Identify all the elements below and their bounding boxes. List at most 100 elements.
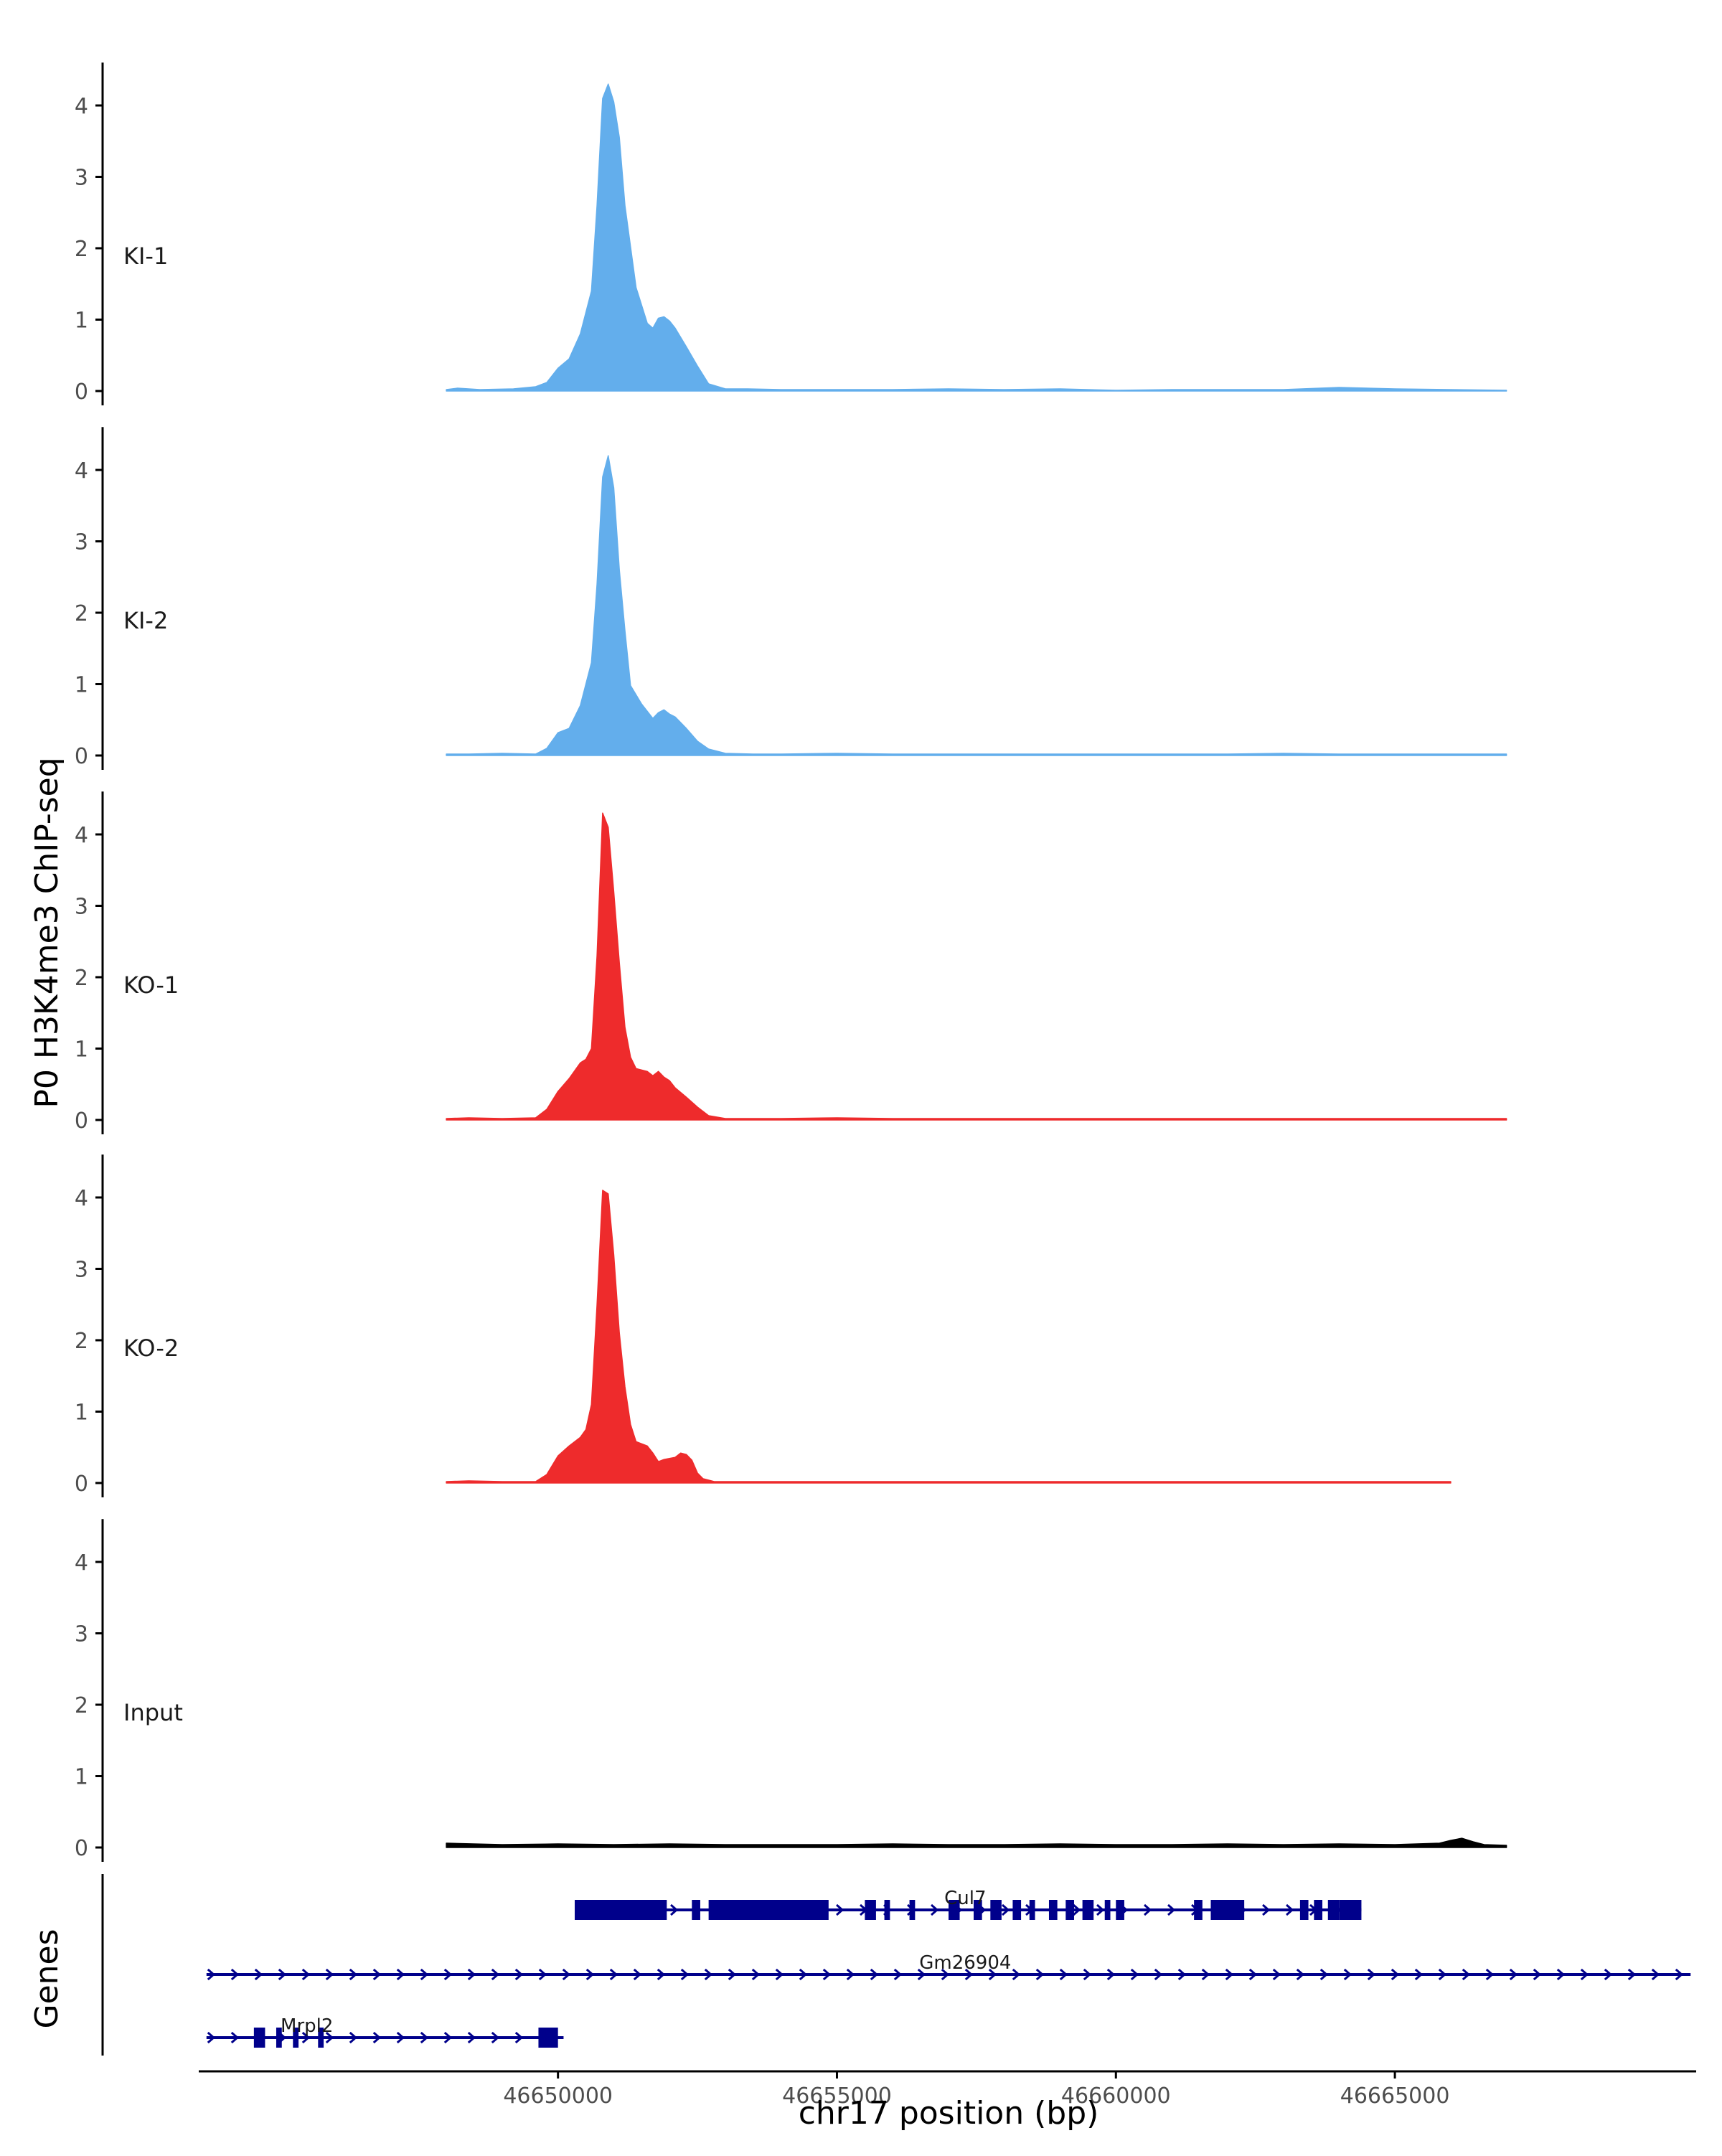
strand-chevron (467, 1968, 476, 1981)
exon (1048, 1900, 1058, 1920)
strand-chevron (931, 1903, 939, 1916)
strand-chevron (585, 1968, 595, 1981)
strand-chevron (1485, 1968, 1495, 1981)
strand-chevron (1201, 1968, 1210, 1981)
strand-chevron (1651, 1968, 1660, 1981)
strand-chevron (491, 1968, 500, 1981)
strand-chevron (1319, 1968, 1329, 1981)
exon (1314, 1900, 1322, 1920)
y-tick-label: 3 (75, 895, 88, 920)
exon (538, 2028, 558, 2048)
strand-chevron (1509, 1968, 1518, 1981)
strand-chevron (396, 1968, 405, 1981)
strand-chevron (420, 1968, 429, 1981)
strand-chevron (1248, 1968, 1258, 1981)
exon (990, 1900, 1002, 1920)
track-label: KO-1 (123, 971, 179, 999)
strand-chevron (1556, 1968, 1566, 1981)
y-tick-label: 0 (75, 1836, 88, 1861)
strand-chevron (799, 1968, 808, 1981)
exon (1194, 1900, 1203, 1920)
strand-chevron (1627, 1968, 1637, 1981)
track-ko-2: 0 1 2 3 4 KO-2 (75, 1154, 1452, 1497)
strand-chevron (836, 1903, 844, 1916)
strand-chevron (1343, 1968, 1352, 1981)
exon (253, 2028, 265, 2048)
y-tick-label: 1 (75, 673, 88, 698)
strand-chevron (491, 2031, 500, 2044)
strand-chevron (514, 1968, 524, 1981)
strand-chevron (1391, 1968, 1400, 1981)
strand-chevron (325, 2031, 334, 2044)
y-tick-label: 2 (75, 1329, 88, 1354)
exon (1104, 1900, 1111, 1920)
strand-chevron (538, 1968, 547, 1981)
strand-chevron (278, 1968, 287, 1981)
strand-chevron (1130, 1968, 1139, 1981)
strand-chevron (870, 1968, 879, 1981)
y-tick-label: 4 (75, 1550, 88, 1576)
y-tick-label: 2 (75, 1693, 88, 1718)
y-tick-label: 0 (75, 744, 88, 769)
strand-chevron (941, 1968, 950, 1981)
strand-chevron (1073, 1903, 1081, 1916)
strand-chevron (917, 1968, 926, 1981)
strand-chevron (372, 1968, 382, 1981)
strand-chevron (1438, 1968, 1447, 1981)
strand-chevron (1367, 1968, 1376, 1981)
track-ko-1: 0 1 2 3 4 KO-1 (75, 791, 1507, 1134)
strand-chevron (964, 1968, 974, 1981)
x-tick-label: 46660000 (1061, 2084, 1171, 2109)
strand-chevron (254, 1968, 263, 1981)
track-label: KO-2 (123, 1334, 179, 1362)
strand-chevron (1167, 1903, 1176, 1916)
strand-chevron (207, 2031, 216, 2044)
y-tick-label: 0 (75, 380, 88, 405)
y-tick-label: 0 (75, 1108, 88, 1134)
strand-chevron (1144, 1903, 1152, 1916)
x-axis: 46650000 46655000 46660000 46665000 (199, 2070, 1696, 2109)
strand-chevron (325, 1968, 334, 1981)
exon (276, 2028, 282, 2048)
strand-chevron (1272, 1968, 1281, 1981)
y-tick-label: 4 (75, 458, 88, 484)
signal-tracks: 0 1 2 3 4 KI-1 0 1 2 3 4 KI-2 0 1 2 3 4 KO-1 0 1 2 3 4 KO-2 0 1 2 3… (75, 62, 1507, 1862)
strand-chevron (1296, 1968, 1305, 1981)
strand-chevron (349, 2031, 358, 2044)
strand-chevron (893, 1968, 903, 1981)
exon (949, 1900, 960, 1920)
strand-chevron (420, 2031, 429, 2044)
strand-chevron (1012, 1968, 1021, 1981)
strand-chevron (443, 1968, 453, 1981)
y-tick-label: 4 (75, 823, 88, 848)
y-tick-label: 3 (75, 530, 88, 555)
exon (884, 1900, 890, 1920)
strand-chevron (514, 2031, 524, 2044)
strand-chevron (751, 1968, 761, 1981)
gene-cul7: Cul7 (575, 1888, 1362, 1920)
y-tick-label: 3 (75, 166, 88, 191)
y-tick-label: 1 (75, 1765, 88, 1790)
strand-chevron (1533, 1968, 1542, 1981)
strand-chevron (467, 2031, 476, 2044)
x-tick-label: 46655000 (782, 2084, 892, 2109)
x-tick-label: 46665000 (1340, 2084, 1450, 2109)
track-ki-2: 0 1 2 3 4 KI-2 (75, 427, 1507, 770)
strand-chevron (1177, 1968, 1187, 1981)
strand-chevron (633, 1968, 642, 1981)
exon (318, 2028, 324, 2048)
strand-chevron (728, 1968, 737, 1981)
y-tick-label: 2 (75, 966, 88, 991)
track-label: KI-1 (123, 243, 168, 270)
exon (1327, 1900, 1340, 1920)
signal-area-ki-2 (446, 455, 1507, 756)
y-tick-label: 2 (75, 601, 88, 626)
strand-chevron (704, 1968, 713, 1981)
gene-label: Cul7 (944, 1888, 986, 1909)
y-tick-label: 2 (75, 237, 88, 262)
exon (692, 1900, 700, 1920)
strand-chevron (1096, 1903, 1105, 1916)
strand-chevron (301, 1968, 311, 1981)
strand-chevron (775, 1968, 784, 1981)
